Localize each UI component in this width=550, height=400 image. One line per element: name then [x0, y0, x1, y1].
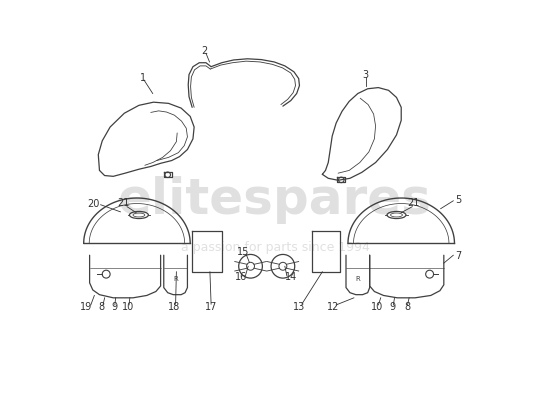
Text: 3: 3	[362, 70, 369, 80]
Text: 20: 20	[87, 199, 100, 209]
Text: 12: 12	[327, 302, 339, 312]
Text: 15: 15	[237, 247, 250, 257]
Text: 9: 9	[389, 302, 395, 312]
Text: 10: 10	[371, 302, 383, 312]
Text: 5: 5	[455, 195, 461, 205]
Text: 2: 2	[201, 46, 207, 56]
Text: 21: 21	[117, 198, 129, 208]
Text: 17: 17	[205, 302, 217, 312]
Text: 13: 13	[293, 302, 306, 312]
Text: 16: 16	[235, 272, 248, 282]
Text: 1: 1	[140, 73, 146, 83]
Text: 10: 10	[122, 302, 134, 312]
Text: 8: 8	[98, 302, 105, 312]
Text: a passion for parts since 1994: a passion for parts since 1994	[180, 241, 370, 254]
Text: 14: 14	[285, 272, 297, 282]
Text: 8: 8	[404, 302, 410, 312]
Text: R: R	[173, 276, 178, 282]
Text: 9: 9	[111, 302, 117, 312]
Text: 19: 19	[80, 302, 92, 312]
Text: R: R	[355, 276, 360, 282]
Text: 18: 18	[168, 302, 180, 312]
Text: 7: 7	[455, 251, 461, 261]
Text: elitespares: elitespares	[118, 176, 432, 224]
Text: 21: 21	[408, 198, 420, 208]
